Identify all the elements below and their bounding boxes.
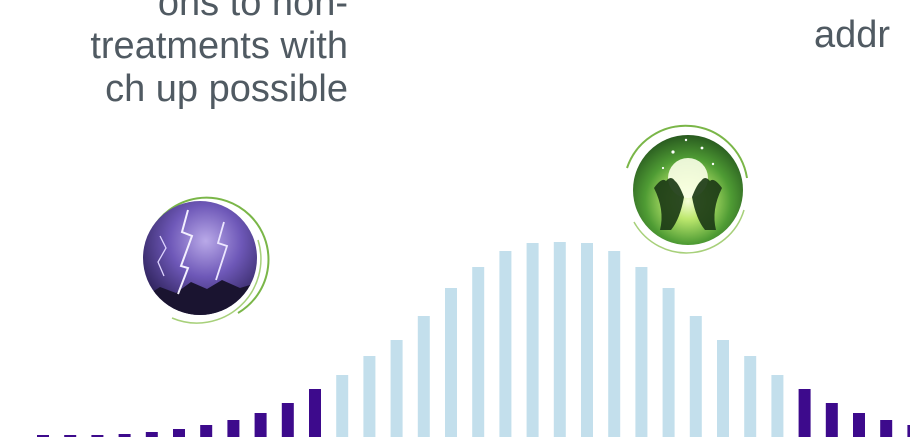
right-text-fragment: addr <box>814 14 891 56</box>
sparkle-4 <box>661 166 665 170</box>
right-hand-silhouette <box>692 178 722 230</box>
bar-8 <box>227 420 240 437</box>
bar-24 <box>662 288 675 437</box>
bar-1 <box>37 435 49 437</box>
sparkle-5 <box>711 162 715 166</box>
bar-10 <box>281 403 294 437</box>
bar-13 <box>363 356 376 437</box>
bar-25 <box>689 316 702 437</box>
bar-22 <box>608 251 621 437</box>
sparkle-3 <box>684 138 688 142</box>
bar-layer <box>37 242 910 437</box>
sparkle-2 <box>700 146 704 150</box>
bar-21 <box>581 243 593 437</box>
bar-6 <box>173 429 185 437</box>
bar-3 <box>91 435 104 437</box>
bar-16 <box>445 288 457 437</box>
left-image-ring-outer <box>151 196 270 314</box>
lightning-bolt-2 <box>215 221 229 281</box>
right-image-ring-inner <box>633 209 745 254</box>
right-image-ring-outer <box>626 124 748 179</box>
bar-27 <box>744 356 757 437</box>
bar-31 <box>853 413 865 437</box>
bar-29 <box>798 389 811 437</box>
bar-7 <box>200 425 213 437</box>
bar-33 <box>907 425 910 437</box>
bar-26 <box>717 340 729 437</box>
bar-9 <box>254 413 267 437</box>
bar-28 <box>771 375 784 437</box>
bar-18 <box>499 251 512 437</box>
lightning-bolt-3 <box>157 235 167 277</box>
bar-14 <box>390 340 403 437</box>
glowing-hands-image <box>626 124 748 254</box>
storm-image <box>143 196 270 324</box>
lightning-bolt-1 <box>177 209 194 295</box>
left-image-ring-inner <box>171 239 262 324</box>
bar-17 <box>472 267 485 437</box>
left-text-line-1: ons to non- <box>157 0 348 24</box>
bar-23 <box>635 267 648 437</box>
bar-2 <box>64 435 77 437</box>
left-text-block: ons to non- treatments with ch up possib… <box>0 0 348 111</box>
bar-15 <box>417 316 430 437</box>
bar-20 <box>553 242 566 437</box>
left-text-line-2: treatments with <box>90 25 348 67</box>
bar-30 <box>825 403 838 437</box>
bar-5 <box>145 432 158 437</box>
bar-4 <box>118 434 131 437</box>
bar-19 <box>526 243 539 437</box>
left-text-line-3: ch up possible <box>105 68 348 110</box>
bar-12 <box>336 375 349 437</box>
left-hand-silhouette <box>654 178 684 230</box>
sparkle-1 <box>671 150 675 154</box>
bar-32 <box>880 420 893 437</box>
bar-11 <box>309 389 321 437</box>
